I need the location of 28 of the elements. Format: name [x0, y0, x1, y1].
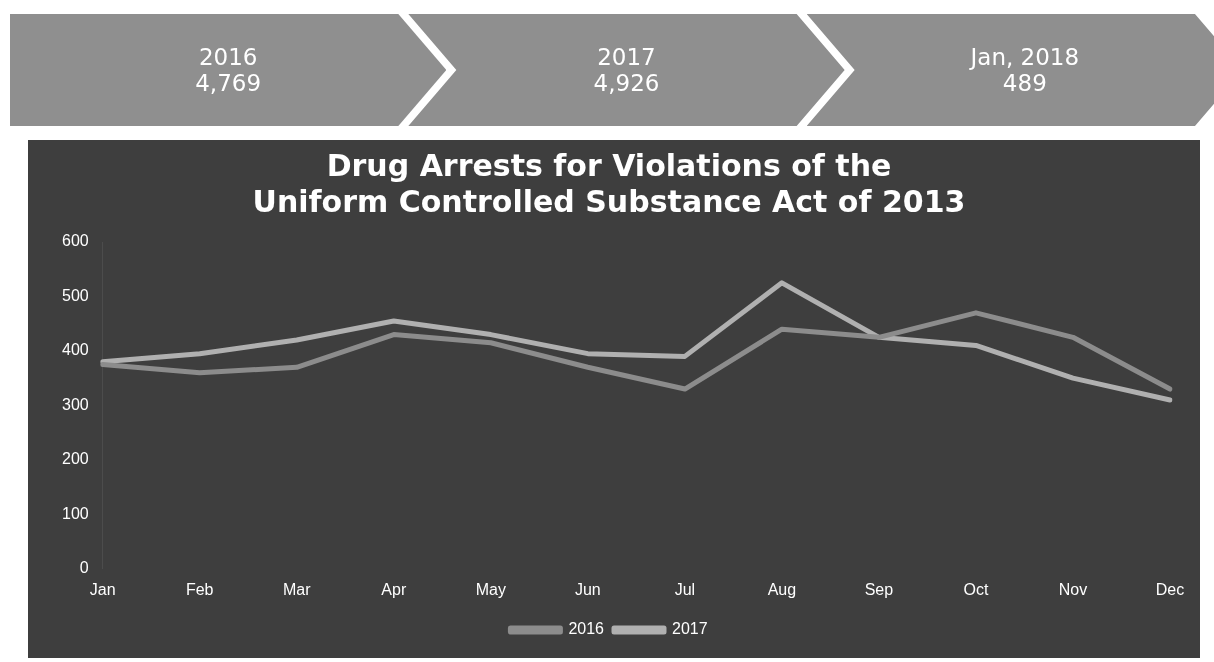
x-tick-label: Nov	[1058, 580, 1088, 598]
text: 4,926	[592, 70, 661, 96]
text: 489	[1001, 70, 1048, 96]
x-tick-label: Dec	[1155, 580, 1185, 598]
x-tick-label: Jul	[674, 580, 696, 598]
x-tick-label: May	[475, 580, 506, 598]
y-tick-label: 200	[61, 450, 89, 468]
text: 2017	[596, 44, 657, 70]
x-tick-label: Oct	[963, 580, 989, 598]
x-tick-label: Jan	[89, 580, 116, 598]
x-tick-label: Feb	[185, 580, 214, 598]
legend-label: 2017	[672, 620, 708, 638]
x-tick-label: Aug	[767, 580, 797, 598]
y-tick-label: 100	[61, 504, 89, 522]
y-tick-label: 300	[61, 395, 89, 413]
x-tick-label: Mar	[282, 580, 312, 598]
x-tick-label: Sep	[864, 580, 894, 598]
text: 2016	[197, 44, 259, 70]
x-tick-label: Apr	[381, 580, 407, 598]
x-tick-label: Jun	[574, 580, 601, 598]
y-tick-label: 600	[61, 232, 89, 250]
y-tick-label: 400	[61, 341, 89, 359]
legend-label: 2016	[568, 620, 605, 638]
text: 4,769	[194, 70, 263, 96]
chart-title: Drug Arrests for Violations of the Uniform Controlled Substance Act of 2013	[252, 147, 966, 219]
y-tick-label: 500	[61, 286, 89, 304]
text: Jan, 2018	[968, 44, 1081, 70]
y-tick-label: 0	[79, 559, 89, 577]
